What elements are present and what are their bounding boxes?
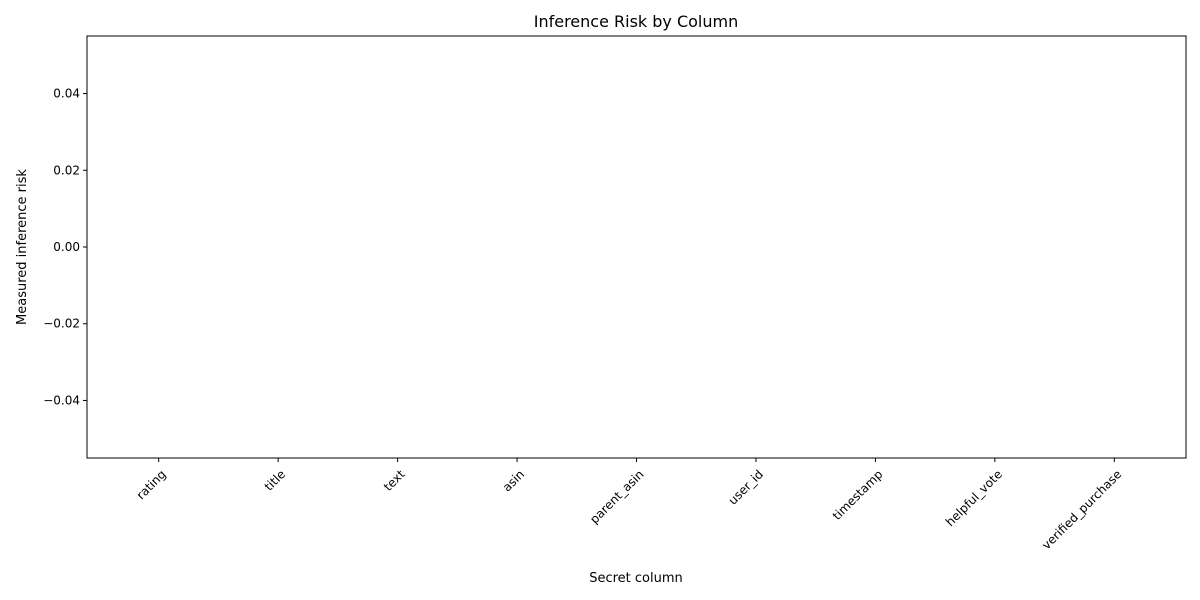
x-tick-label-rating: rating bbox=[134, 467, 169, 502]
x-tick-label-timestamp: timestamp bbox=[830, 467, 886, 523]
y-tick-label: −0.02 bbox=[43, 317, 80, 331]
x-tick-label-parent_asin: parent_asin bbox=[587, 467, 646, 526]
plot-area: −0.04 −0.02 0.00 0.02 0.04 rating title text as… bbox=[43, 35, 1187, 552]
x-tick-label-user_id: user_id bbox=[726, 467, 766, 507]
axes-frame bbox=[86, 35, 1187, 459]
x-tick-label-title: title bbox=[262, 467, 288, 493]
x-tick-label-helpful_vote: helpful_vote bbox=[943, 467, 1005, 529]
x-tick-label-text: text bbox=[381, 467, 408, 494]
y-tick-label: 0.02 bbox=[53, 163, 80, 177]
y-axis-label: Measured inference risk bbox=[15, 169, 30, 325]
x-tick-label-asin: asin bbox=[500, 467, 527, 494]
chart-title: Inference Risk by Column bbox=[534, 12, 739, 31]
y-tick-label: 0.00 bbox=[53, 240, 80, 254]
x-tick-label-verified_purchase: verified_purchase bbox=[1039, 467, 1124, 552]
y-tick-label: −0.04 bbox=[43, 393, 80, 407]
x-axis-ticks: rating title text asin parent_asin user_id tim… bbox=[134, 458, 1124, 552]
y-tick-label: 0.04 bbox=[53, 87, 80, 101]
y-axis-ticks: −0.04 −0.02 0.00 0.02 0.04 bbox=[43, 87, 87, 407]
x-axis-label: Secret column bbox=[589, 571, 683, 586]
